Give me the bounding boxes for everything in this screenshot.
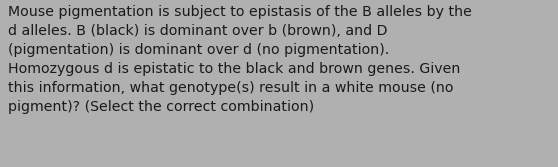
Text: Mouse pigmentation is subject to epistasis of the B alleles by the
d alleles. B : Mouse pigmentation is subject to epistas… (8, 5, 472, 114)
